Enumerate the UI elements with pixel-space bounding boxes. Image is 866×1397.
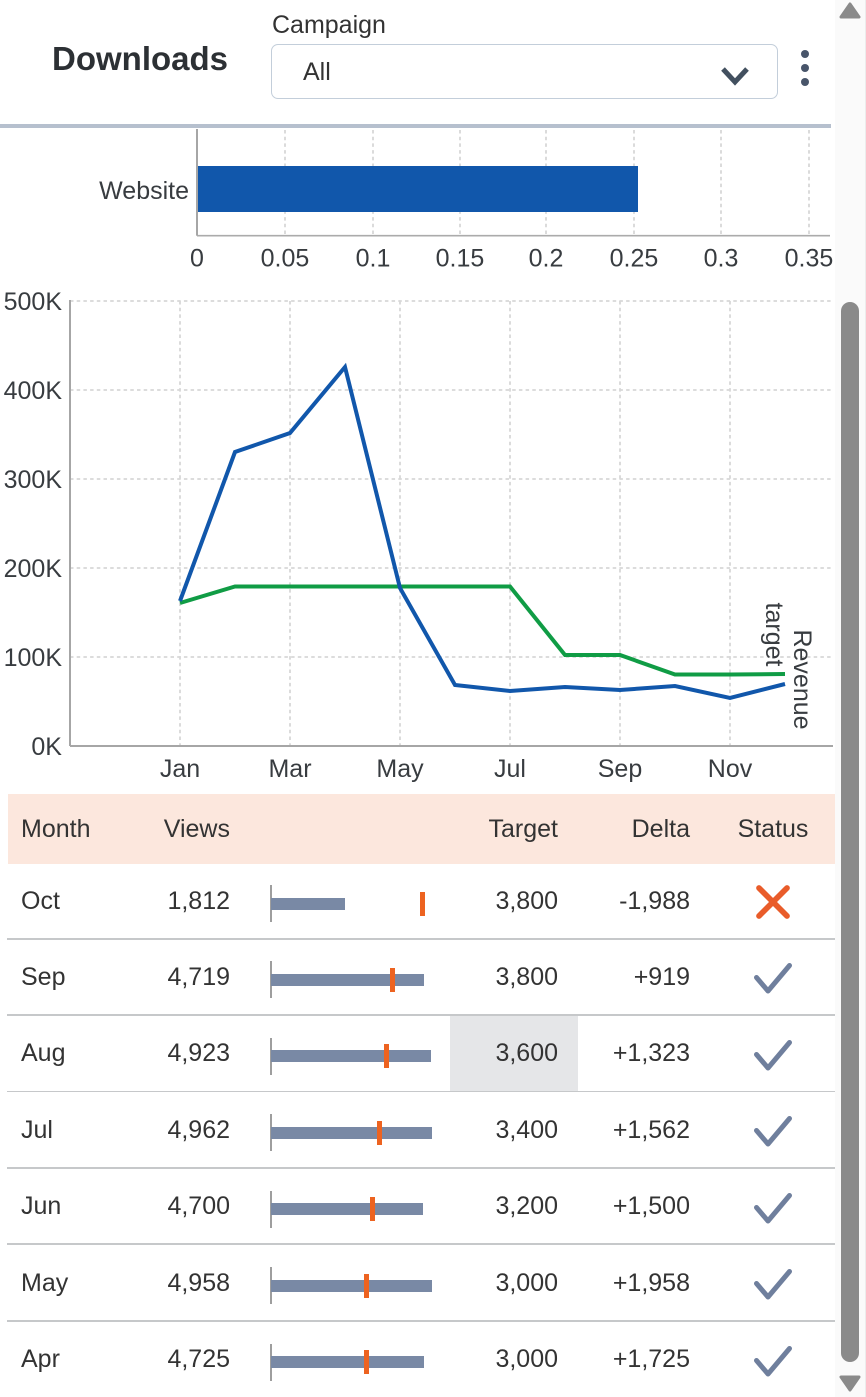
svg-text:Jan: Jan bbox=[160, 755, 200, 783]
svg-text:Sep: Sep bbox=[598, 755, 642, 783]
svg-text:Mar: Mar bbox=[268, 755, 311, 783]
svg-text:400K: 400K bbox=[4, 377, 63, 405]
svg-text:0.1: 0.1 bbox=[356, 245, 391, 273]
svg-text:Nov: Nov bbox=[708, 755, 753, 783]
svg-text:May: May bbox=[376, 755, 424, 783]
svg-text:target: target bbox=[760, 603, 788, 667]
svg-text:200K: 200K bbox=[4, 555, 63, 583]
svg-text:0.25: 0.25 bbox=[610, 245, 659, 273]
svg-text:100K: 100K bbox=[4, 644, 63, 672]
svg-text:0.15: 0.15 bbox=[436, 245, 485, 273]
svg-text:0K: 0K bbox=[31, 733, 62, 761]
svg-text:0.2: 0.2 bbox=[529, 245, 564, 273]
svg-text:0.3: 0.3 bbox=[704, 245, 739, 273]
svg-text:Revenue: Revenue bbox=[788, 629, 816, 729]
svg-text:0.35: 0.35 bbox=[785, 245, 834, 273]
svg-text:Jul: Jul bbox=[494, 755, 526, 783]
svg-text:0: 0 bbox=[190, 245, 204, 273]
svg-text:500K: 500K bbox=[4, 288, 63, 316]
svg-text:300K: 300K bbox=[4, 466, 63, 494]
svg-text:Website: Website bbox=[99, 177, 189, 205]
svg-text:0.05: 0.05 bbox=[261, 245, 310, 273]
